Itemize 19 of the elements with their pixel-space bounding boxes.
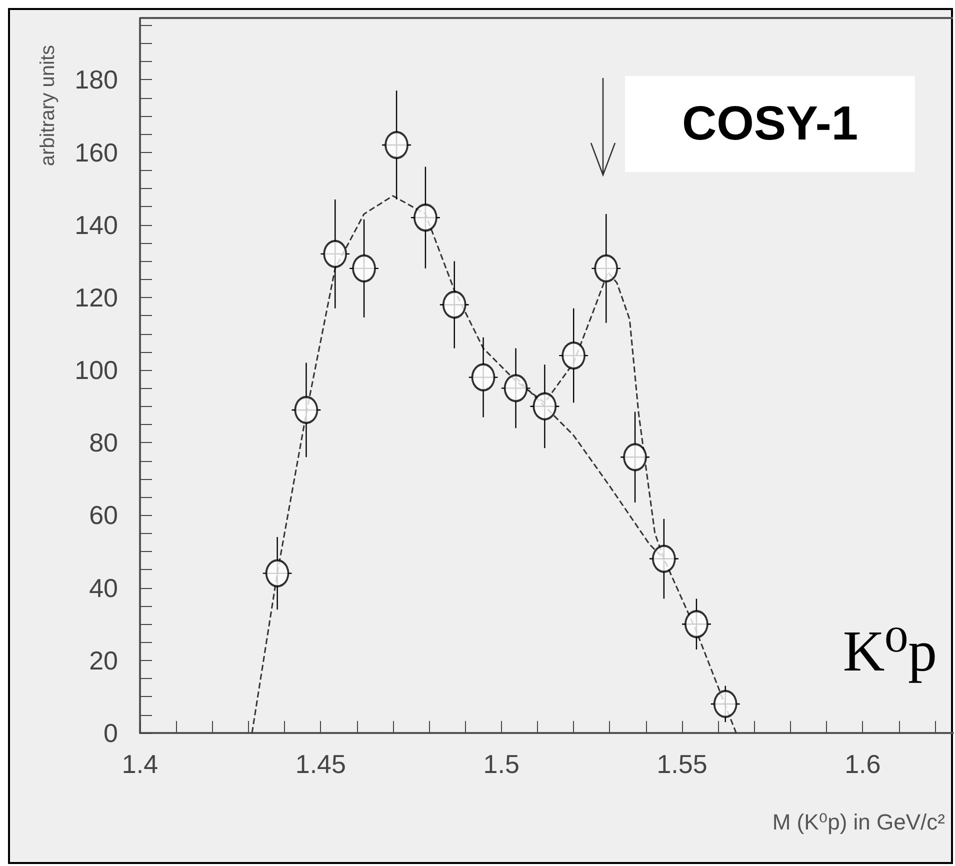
y-tick-label: 80 [89, 428, 118, 458]
x-axis-title: M (K⁰p) in GeV/c² [772, 810, 945, 834]
annotation: COSY-1 [682, 98, 858, 150]
y-tick-label: 180 [74, 64, 118, 95]
x-tick-label: 1.55 [656, 749, 708, 779]
y-tick-label: 100 [74, 355, 118, 386]
y-tick-label: 160 [74, 137, 118, 168]
x-tick-label: 1.5 [483, 749, 520, 779]
y-tick-label: 140 [74, 210, 118, 240]
x-tick-label: 1.4 [122, 749, 158, 779]
y-tick-label: 60 [89, 500, 118, 530]
x-tick-label: 1.6 [844, 749, 881, 779]
annotation: K⁰p [842, 618, 938, 684]
y-axis-title: arbitrary units [37, 45, 59, 166]
x-tick-label: 1.45 [295, 749, 346, 779]
y-tick-label: 120 [74, 282, 118, 312]
y-tick-label: 0 [104, 718, 118, 748]
y-tick-label: 20 [89, 645, 118, 676]
y-tick-label: 40 [89, 572, 118, 603]
